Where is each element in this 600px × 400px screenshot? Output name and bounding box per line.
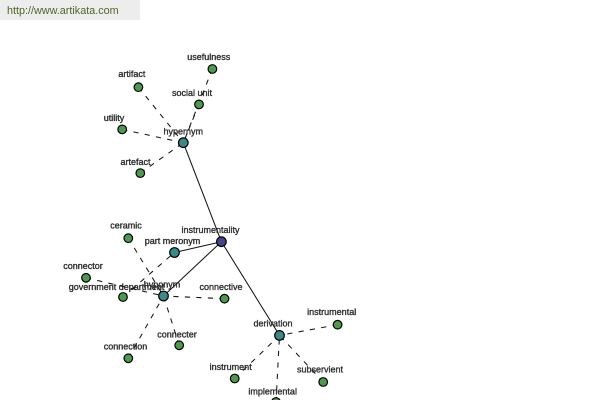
svg-text:subservient: subservient bbox=[297, 364, 344, 374]
svg-text:hypernym: hypernym bbox=[164, 126, 204, 136]
svg-text:artifact: artifact bbox=[118, 69, 146, 79]
svg-text:utility: utility bbox=[104, 113, 125, 123]
svg-text:implemental: implemental bbox=[248, 387, 297, 397]
svg-text:part meronym: part meronym bbox=[145, 236, 201, 246]
svg-text:usefulness: usefulness bbox=[187, 52, 231, 62]
svg-text:hyponym: hyponym bbox=[144, 280, 181, 290]
svg-text:artefact: artefact bbox=[120, 157, 151, 167]
svg-text:instrumentality: instrumentality bbox=[181, 225, 240, 235]
svg-text:instrumental: instrumental bbox=[307, 307, 356, 317]
svg-text:connector: connector bbox=[63, 261, 103, 271]
svg-text:social unit: social unit bbox=[172, 88, 213, 98]
svg-text:instrument: instrument bbox=[210, 362, 253, 372]
svg-text:ceramic: ceramic bbox=[110, 221, 142, 231]
svg-text:government department: government department bbox=[69, 282, 165, 292]
svg-text:connection: connection bbox=[104, 342, 148, 352]
svg-text:connective: connective bbox=[199, 282, 242, 292]
svg-text:derivation: derivation bbox=[253, 319, 292, 329]
svg-text:connecter: connecter bbox=[157, 330, 197, 340]
